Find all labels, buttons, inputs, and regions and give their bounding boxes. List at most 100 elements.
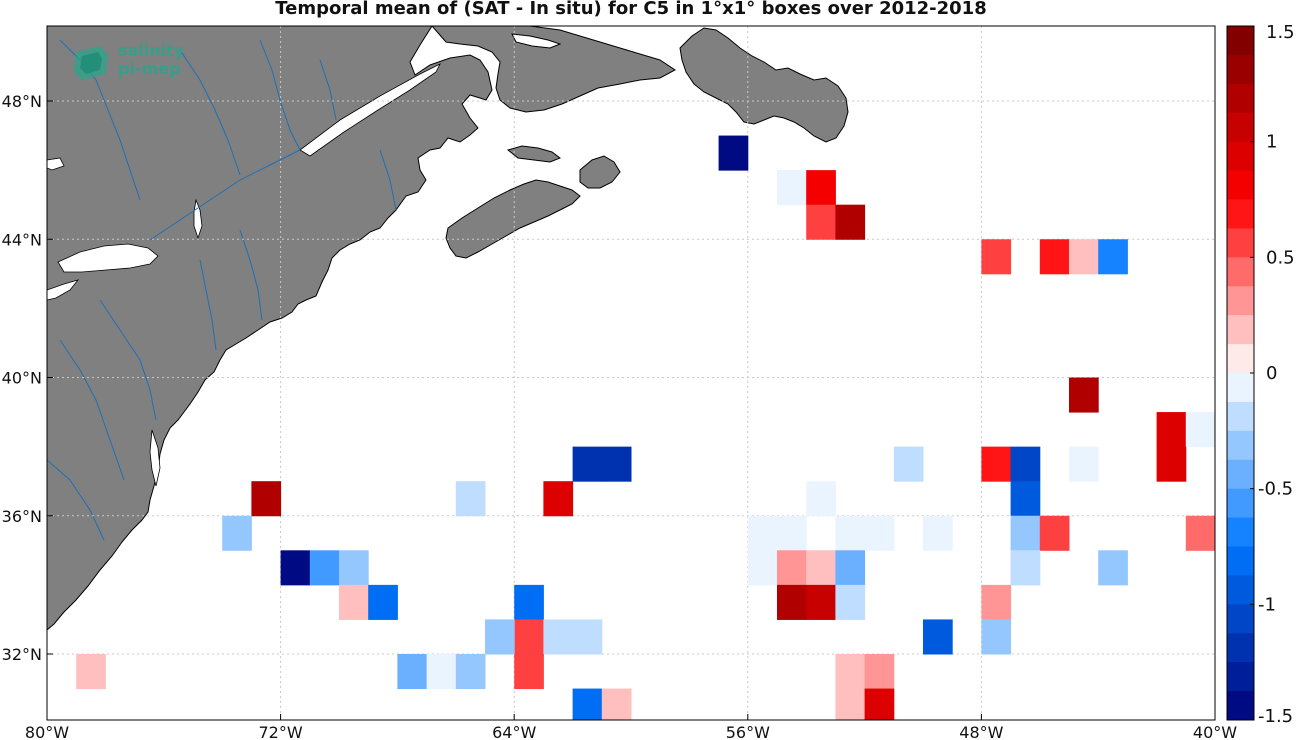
data-cell [981,446,1012,482]
logo-mark-icon [74,46,108,80]
y-tick-label: 32°N [2,645,42,664]
data-cell [864,654,895,690]
chesapeake-bay [149,429,161,487]
data-cell [981,584,1012,620]
logo-text-pi-mep: pi-mep [118,59,181,78]
data-cell [1069,239,1099,275]
rivers [47,39,397,541]
logo-text-salinity: salinity [118,41,185,60]
data-cell [835,584,866,620]
colorbar-segment [1227,633,1254,663]
st-lawrence-estuary [299,63,441,157]
y-tick-label: 48°N [2,92,42,111]
data-cell [1069,446,1099,482]
colorbar-tick-label: -1.5 [1258,706,1293,727]
colorbar-segment [1227,286,1254,316]
data-cell [601,446,632,482]
colorbar-tick-label: -1 [1258,594,1276,615]
data-cell [777,170,807,206]
data-cell [981,239,1012,275]
y-axis: 48°N 44°N 40°N 36°N 32°N [2,92,53,664]
colorbar-segment [1227,26,1254,56]
x-tick-label: 64°W [492,723,536,740]
data-cell [1156,446,1187,482]
colorbar-segment [1227,662,1254,692]
data-cell [572,446,603,482]
cape-breton-land [579,155,621,189]
data-cell [806,584,836,620]
data-cell [1010,446,1041,482]
data-cell [485,619,515,655]
data-cell [835,204,866,240]
data-cell [280,550,311,586]
data-cell [339,584,369,620]
colorbar-segment [1227,546,1254,576]
colorbar-tick-label: 0 [1266,363,1277,384]
river-6 [99,299,157,421]
data-cell [426,654,457,690]
data-cell [543,619,574,655]
data-cell [76,654,106,690]
colorbar-segment [1227,373,1254,403]
colorbar-segment [1227,315,1254,345]
river-5 [239,229,263,321]
gaspe-land [431,26,676,113]
data-cell [339,550,369,586]
colorbar-segment [1227,344,1254,374]
data-cell [309,550,340,586]
lake-erie [47,279,80,301]
data-cell [572,619,603,655]
data-cell [601,688,632,720]
data-cell [777,550,807,586]
salinity-pi-mep-logo: salinity pi-mep [70,40,210,86]
colorbar-segment [1227,112,1254,143]
data-cell [806,550,836,586]
data-cell [893,446,924,482]
data-cell [923,619,953,655]
plot-frame [46,25,1216,721]
river-8 [47,459,105,541]
colorbar-tick-label: 1.5 [1266,22,1295,43]
y-tick-label: 36°N [2,507,42,526]
land-masses [47,26,849,631]
data-cell [777,584,807,620]
data-cells [76,135,1215,720]
nova-scotia-land [445,179,581,259]
colorbar-tick-label: 1 [1266,132,1277,153]
y-tick-label: 40°N [2,369,42,388]
data-cell [864,515,895,551]
colorbar-segment [1227,257,1254,287]
data-cell [1185,412,1215,448]
chart-title: Temporal mean of (SAT - In situ) for C5 … [275,0,987,19]
data-cell [806,204,836,240]
data-cell [835,654,866,690]
x-axis: 80°W 72°W 64°W 56°W 48°W 40°W [25,714,1237,740]
data-cell [747,515,778,551]
colorbar-segment [1227,575,1254,605]
x-tick-label: 40°W [1193,723,1237,740]
x-tick-label: 72°W [259,723,303,740]
data-cell [1039,239,1070,275]
data-cell [455,481,486,517]
data-cell [718,135,749,171]
river-3 [259,39,301,151]
data-cell [923,515,953,551]
data-cell [572,688,603,720]
data-cell [806,481,836,517]
data-cell [514,584,544,620]
data-cell [835,688,866,720]
data-cell [981,619,1012,655]
colorbar-segment [1227,228,1254,258]
data-cell [1098,239,1128,275]
colorbar-segment [1227,83,1254,114]
river-4 [319,59,337,121]
data-cell [1010,481,1041,517]
colorbar-tick-label: 0.5 [1266,247,1295,268]
data-cell [1010,515,1041,551]
x-tick-label: 80°W [25,723,69,740]
data-cell [1069,377,1099,413]
colorbar-segment [1227,604,1254,634]
colorbar: 1.5 1 0.5 0 -0.5 -1 -1.5 [1226,22,1295,727]
colorbar-segment [1227,54,1254,85]
